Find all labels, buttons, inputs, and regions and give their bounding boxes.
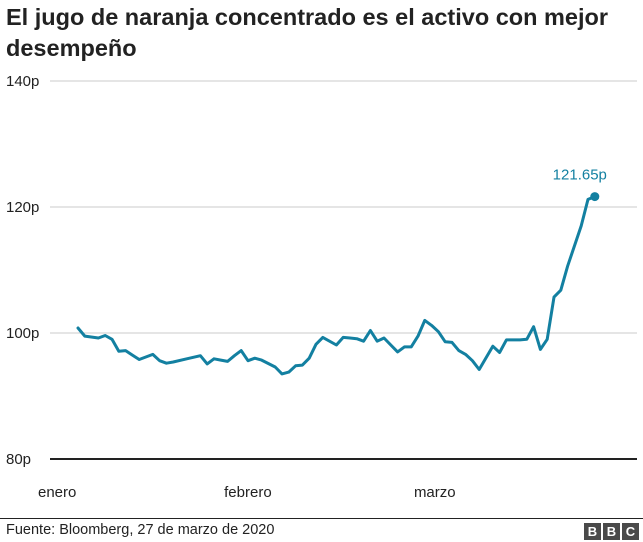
x-axis: enero febrero marzo: [38, 484, 456, 501]
y-axis: 80p 100p 120p 140p: [6, 73, 39, 468]
y-tick-label: 120p: [6, 199, 39, 216]
x-tick-label: marzo: [414, 484, 456, 501]
end-value-label: 121.65p: [553, 167, 607, 184]
source-note: Fuente: Bloomberg, 27 de marzo de 2020: [6, 522, 275, 538]
y-tick-label: 140p: [6, 73, 39, 90]
y-tick-label: 100p: [6, 325, 39, 342]
series-line: [76, 195, 597, 376]
logo-letter: C: [622, 523, 639, 540]
chart-title: El jugo de naranja concentrado es el act…: [6, 4, 609, 61]
end-point-marker: [590, 192, 600, 202]
logo-letter: B: [603, 523, 620, 540]
y-tick-label: 80p: [6, 451, 31, 468]
line-chart: 80p 100p 120p 140p enero febrero marzo 121.65…: [6, 73, 637, 501]
x-tick-label: enero: [38, 484, 76, 501]
bbc-logo: B B C: [584, 523, 639, 540]
x-tick-label: febrero: [224, 484, 272, 501]
logo-letter: B: [584, 523, 601, 540]
gridlines: [50, 80, 637, 460]
footer-divider: [0, 518, 643, 519]
